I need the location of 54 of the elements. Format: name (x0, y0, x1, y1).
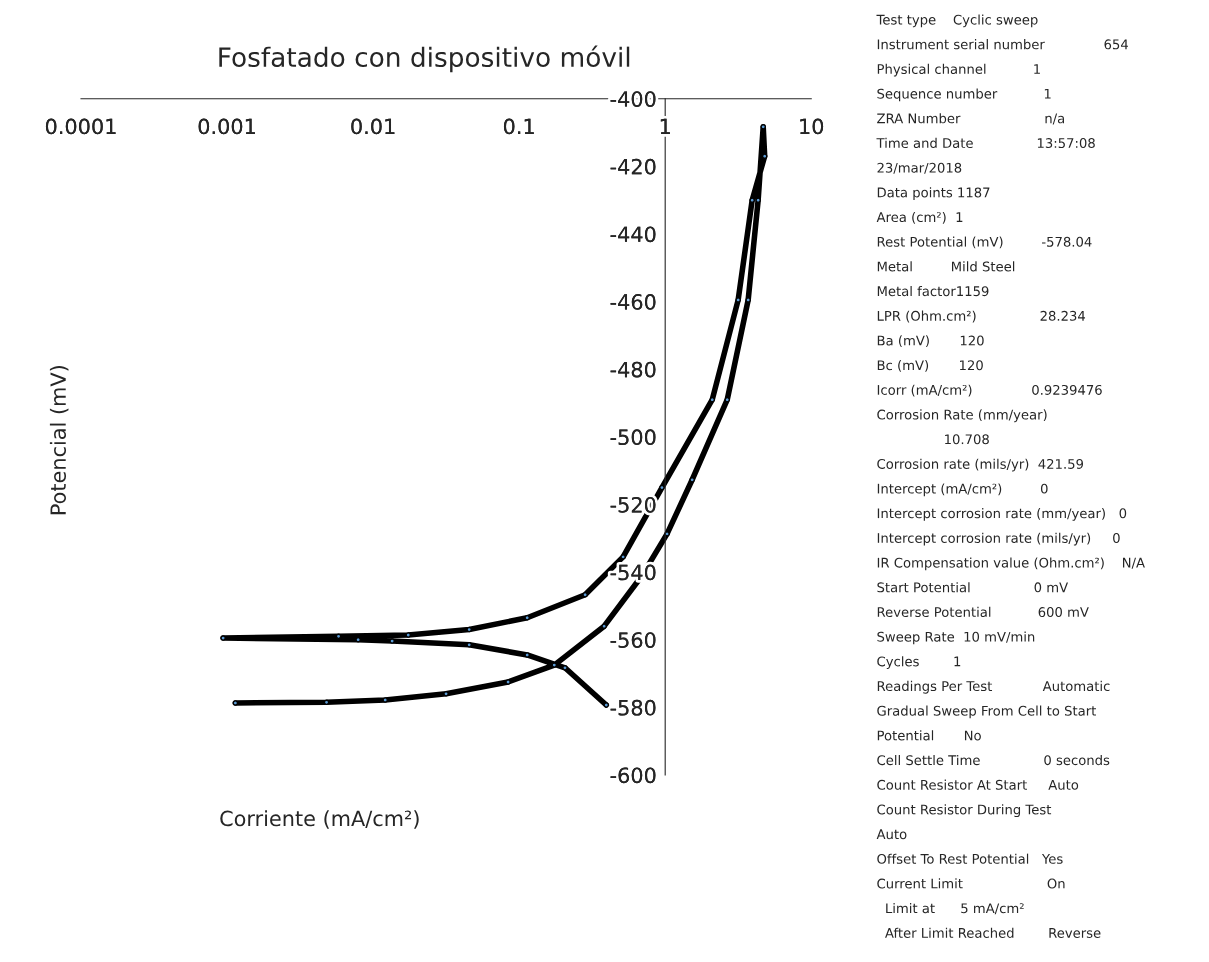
y-tick-label: -600 (610, 767, 656, 784)
text: Auto (876, 829, 907, 840)
text: IR Compensation value (Ohm.cm²) N/A (877, 557, 1145, 571)
y-tick-label: -580 (610, 699, 656, 716)
text: Sweep Rate 10 mV/min (877, 631, 1035, 645)
text: Reverse Potential 600 mV (877, 606, 1089, 618)
y-tick-label: -560 (610, 632, 656, 648)
text: Area (cm²) 1 (876, 211, 963, 224)
text: Icorr (mA/cm²) 0.9239476 (877, 384, 1102, 397)
text: Readings Per Test Automatic (877, 680, 1110, 694)
x-tick-label: 0.1 (503, 118, 534, 135)
text: Gradual Sweep From Cell to Start (877, 705, 1097, 719)
text: Count Resistor At Start Auto (877, 779, 1079, 790)
text: Corrosion rate (mils/yr) 421.59 (877, 458, 1084, 472)
text: 10.708 (945, 434, 989, 445)
text: Physical channel 1 (877, 63, 1040, 77)
text: Count Resistor During Test (877, 804, 1052, 818)
text: Intercept (mA/cm²) 0 (877, 483, 1048, 497)
text: Current Limit On (877, 878, 1065, 889)
text: 23/mar/2018 (877, 162, 962, 174)
chart-title: Fosfatado con dispositivo móvil (219, 45, 630, 73)
text: ZRA Number n/a (877, 113, 1065, 125)
text: Offset To Rest Potential Yes (877, 853, 1063, 864)
text: Rest Potential (mV) -578.04 (877, 236, 1092, 249)
x-tick-label: 0.01 (351, 118, 395, 135)
text: Sequence number 1 (877, 88, 1051, 102)
y-tick-label: -460 (610, 294, 656, 310)
y-axis-title: Potencial (mV) (49, 366, 69, 515)
text: Start Potential 0 mV (877, 582, 1069, 593)
text: Cycles 1 (877, 656, 961, 669)
text: Bc (mV) 120 (877, 360, 983, 372)
x-tick-label: 0.0001 (45, 118, 116, 135)
x-tick-label: 10 (800, 118, 824, 135)
x-tick-label: 0.001 (198, 118, 255, 135)
text: Ba (mV) 120 (877, 335, 984, 348)
text: Intercept corrosion rate (mils/yr) 0 (877, 532, 1120, 546)
text: Corrosion Rate (mm/year) (877, 409, 1047, 423)
text: Test type Cyclic sweep (876, 14, 1038, 28)
text: LPR (Ohm.cm²) 28.234 (877, 310, 1086, 323)
y-tick-label: -500 (610, 429, 656, 446)
text: Instrument serial number 654 (877, 39, 1128, 50)
text: Cell Settle Time 0 seconds (877, 754, 1110, 766)
text: Data points 1187 (877, 187, 990, 200)
text: After Limit Reached Reverse (885, 927, 1101, 938)
y-tick-label: -440 (610, 226, 656, 243)
text: Metal Mild Steel (877, 261, 1015, 272)
text: Time and Date 13:57:08 (876, 137, 1095, 149)
y-tick-label: -420 (610, 158, 656, 175)
text: Limit at 5 mA/cm² (886, 903, 1024, 915)
text: Metal factor1159 (877, 285, 989, 297)
text: Potential No (877, 730, 981, 741)
y-tick-label: -480 (610, 361, 656, 378)
x-axis-title: Corriente (mA/cm²) (220, 810, 419, 829)
text: Intercept corrosion rate (mm/year) 0 (877, 508, 1127, 521)
